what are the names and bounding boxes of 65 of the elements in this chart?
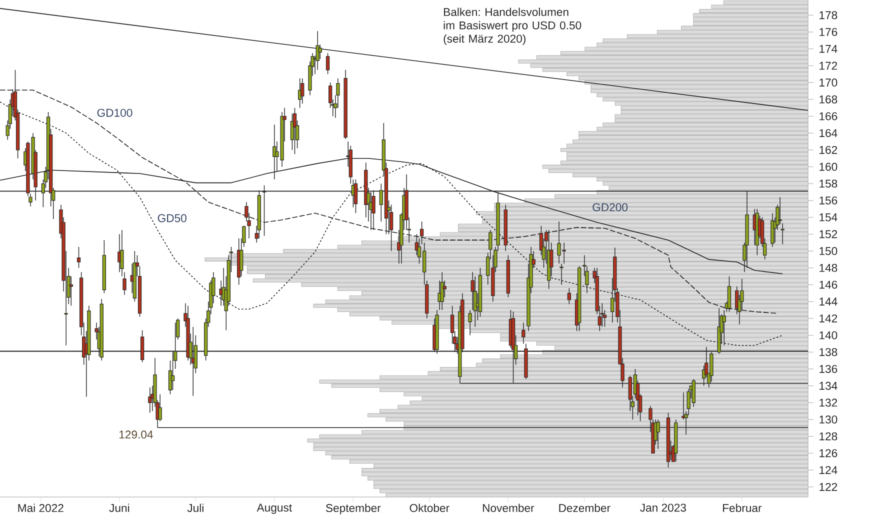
y-tick-label: 128 xyxy=(820,432,838,440)
candlestick xyxy=(354,179,358,214)
x-tick-label: Oktober xyxy=(410,504,450,512)
candlestick xyxy=(560,263,564,286)
y-tick-label: 132 xyxy=(820,398,838,407)
candlestick xyxy=(300,78,304,104)
candlestick xyxy=(140,330,144,363)
candlestick xyxy=(420,221,424,245)
x-tick-label: Juni xyxy=(109,504,130,512)
y-tick-label: 134 xyxy=(820,382,838,390)
x-tick-label: August xyxy=(256,504,292,514)
candlestick xyxy=(272,124,276,180)
x-tick-label: Mai 2022 xyxy=(18,504,64,512)
candlestick xyxy=(442,280,446,298)
y-tick-label: 164 xyxy=(820,129,838,138)
series-label: GD200 xyxy=(592,203,628,212)
y-tick-label: 140 xyxy=(820,331,838,340)
y-tick-label: 168 xyxy=(820,95,838,104)
series-label: GD100 xyxy=(97,108,132,117)
y-tick-label: 136 xyxy=(820,364,838,373)
y-tick-label: 126 xyxy=(820,449,838,458)
y-tick-label: 174 xyxy=(820,44,838,53)
y-tick-label: 130 xyxy=(820,416,838,424)
candlestick xyxy=(522,322,526,344)
candlestick xyxy=(722,310,726,346)
y-tick-label: 152 xyxy=(820,230,838,238)
candlestick xyxy=(170,352,175,390)
candlestick xyxy=(76,246,81,268)
candlestick xyxy=(262,184,266,236)
x-tick-label: Februar xyxy=(723,504,762,512)
candlestick xyxy=(318,44,322,60)
candlestick xyxy=(440,272,444,310)
y-tick-label: 162 xyxy=(820,146,838,154)
y-tick-label: 158 xyxy=(820,180,838,188)
candlestick xyxy=(292,107,297,155)
candlestick xyxy=(326,52,330,74)
y-tick-label: 138 xyxy=(820,348,838,356)
y-tick-label: 154 xyxy=(820,213,838,222)
annotation: 129.04 xyxy=(119,430,153,439)
y-tick-label: 178 xyxy=(820,11,838,20)
annotation: Balken: Handelsvolumen im Basiswert pro USD 0.50 (seit März 2020) xyxy=(444,8,582,45)
x-tick-label: Jan 2023 xyxy=(640,504,686,512)
candlestick xyxy=(550,242,554,277)
y-tick-label: 176 xyxy=(820,28,838,36)
y-tick-label: 124 xyxy=(820,466,838,474)
y-tick-label: 146 xyxy=(820,280,838,289)
series-label: GD50 xyxy=(158,214,186,222)
x-tick-label: September xyxy=(326,504,381,514)
y-tick-label: 156 xyxy=(820,196,838,204)
y-tick-label: 160 xyxy=(820,162,838,171)
candlestick xyxy=(727,276,732,312)
x-tick-label: November xyxy=(482,504,534,512)
y-tick-label: 150 xyxy=(820,247,838,256)
y-tick-label: 166 xyxy=(820,112,838,120)
y-tick-label: 172 xyxy=(820,62,838,70)
candlestick xyxy=(468,310,472,336)
y-tick-label: 142 xyxy=(820,314,838,322)
x-tick-label: Dezember xyxy=(559,504,610,512)
y-tick-label: 144 xyxy=(820,298,838,306)
y-tick-label: 170 xyxy=(820,78,838,87)
x-tick-label: Juli xyxy=(187,504,204,512)
candlestick xyxy=(567,288,571,304)
y-tick-label: 122 xyxy=(820,482,838,491)
y-tick-label: 148 xyxy=(820,264,838,272)
candlestick xyxy=(600,302,604,328)
